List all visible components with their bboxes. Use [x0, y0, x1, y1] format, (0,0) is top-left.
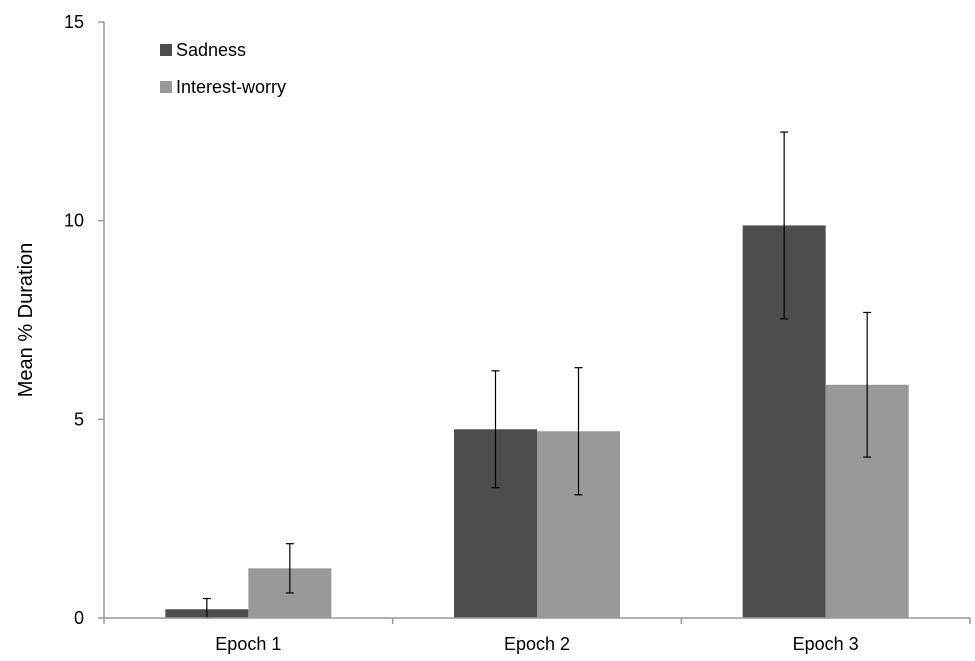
y-tick-label-10: 10 [64, 211, 84, 231]
ticks-layer: 0 5 10 15 Epoch 1 Epoch 2 Epoch 3 [64, 12, 971, 654]
axes-layer [103, 22, 970, 619]
bars-layer [165, 225, 909, 618]
x-tick-label-epoch-1: Epoch 1 [215, 634, 281, 654]
y-axis-title: Mean % Duration [15, 243, 37, 398]
legend-label-interest-worry: Interest-worry [176, 77, 286, 97]
x-tick-label-epoch-3: Epoch 3 [793, 634, 859, 654]
legend-label-sadness: Sadness [176, 40, 246, 60]
legend-swatch-sadness [160, 44, 172, 56]
y-tick-label-5: 5 [74, 409, 84, 429]
y-tick-label-15: 15 [64, 12, 84, 32]
legend-swatch-interest-worry [160, 81, 172, 93]
x-tick-label-epoch-2: Epoch 2 [504, 634, 570, 654]
y-tick-label-0: 0 [74, 608, 84, 628]
legend: Sadness Interest-worry [160, 40, 286, 97]
